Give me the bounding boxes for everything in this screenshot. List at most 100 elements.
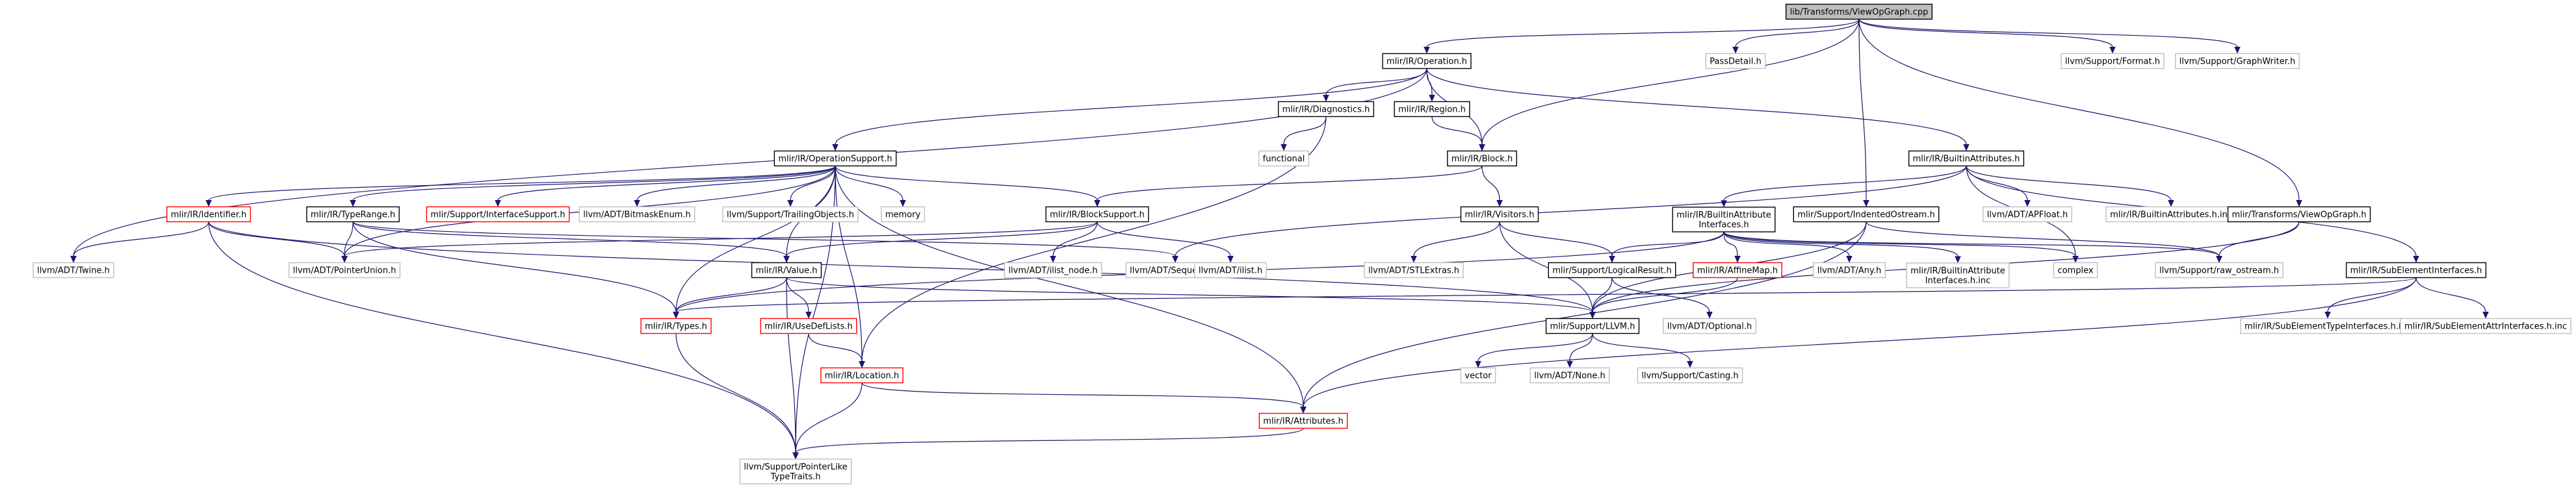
node-label: mlir/IR/BuiltinAttributes.h bbox=[1913, 155, 2020, 164]
node-blocksupport[interactable]: mlir/IR/BlockSupport.h bbox=[1045, 206, 1149, 223]
node-opsupport[interactable]: mlir/IR/OperationSupport.h bbox=[774, 150, 897, 167]
edge-blocksupport-to-listnode bbox=[1050, 221, 1098, 263]
edge-line bbox=[1723, 231, 2076, 257]
edge-line bbox=[1592, 333, 1691, 362]
node-label: llvm/ADT/Any.h bbox=[1817, 266, 1882, 276]
node-box bbox=[1693, 262, 1782, 279]
node-box bbox=[774, 150, 897, 167]
edge-affinemap-to-llvmh bbox=[1589, 277, 1738, 319]
node-ifacesupport[interactable]: mlir/Support/InterfaceSupport.h bbox=[426, 206, 570, 223]
node-llvmh[interactable]: mlir/Support/LLVM.h bbox=[1545, 318, 1640, 334]
node-box bbox=[2155, 262, 2283, 279]
node-label: llvm/Support/raw_ostream.h bbox=[2159, 266, 2279, 276]
edge-logicalresult-to-optional bbox=[1611, 277, 1713, 319]
node-box bbox=[579, 206, 696, 223]
node-format: llvm/Support/Format.h bbox=[2061, 53, 2165, 69]
arrowhead bbox=[205, 200, 212, 207]
edge-line bbox=[1097, 166, 1483, 201]
edge-line bbox=[786, 221, 1098, 257]
node-operation[interactable]: mlir/IR/Operation.h bbox=[1382, 53, 1472, 69]
node-label: memory bbox=[885, 210, 921, 220]
node-box bbox=[1258, 150, 1310, 167]
edge-line bbox=[861, 116, 1327, 362]
edge-line bbox=[1735, 19, 1860, 47]
arrowhead bbox=[1429, 95, 1435, 102]
node-rawostream: llvm/Support/raw_ostream.h bbox=[2155, 262, 2283, 279]
node-box bbox=[820, 367, 904, 384]
arrowhead bbox=[1281, 144, 1287, 151]
edge-line bbox=[835, 68, 1427, 145]
edge-line bbox=[1426, 18, 1860, 48]
edge-line bbox=[208, 165, 836, 201]
node-visitors[interactable]: mlir/IR/Visitors.h bbox=[1460, 206, 1539, 223]
edge-line bbox=[208, 221, 1593, 312]
edge-value-to-types bbox=[673, 277, 787, 319]
arrowhead bbox=[1496, 200, 1503, 207]
node-logicalresult[interactable]: mlir/Support/LogicalResult.h bbox=[1548, 262, 1676, 279]
node-viewopgraph[interactable]: mlir/Transforms/ViewOpGraph.h bbox=[2227, 206, 2371, 223]
arrowhead bbox=[1609, 256, 1615, 263]
edge-blocksupport-to-ilist bbox=[1097, 221, 1234, 263]
node-box bbox=[1460, 367, 1496, 384]
node-block[interactable]: mlir/IR/Block.h bbox=[1447, 150, 1517, 167]
node-label: llvm/Support/TrailingObjects.h bbox=[727, 210, 854, 220]
node-region[interactable]: mlir/IR/Region.h bbox=[1394, 101, 1470, 118]
edge-line bbox=[1303, 221, 1867, 407]
arrowhead bbox=[1323, 95, 1329, 102]
node-types[interactable]: mlir/IR/Types.h bbox=[640, 318, 712, 334]
edge-line bbox=[675, 277, 787, 312]
node-label: mlir/Support/LLVM.h bbox=[1550, 322, 1635, 332]
edge-line bbox=[1723, 166, 1967, 201]
node-builtinattrsinc: mlir/IR/BuiltinAttributes.h.inc bbox=[2105, 206, 2237, 223]
node-label: mlir/Support/InterfaceSupport.h bbox=[430, 210, 565, 220]
node-box bbox=[1460, 206, 1539, 223]
node-location[interactable]: mlir/IR/Location.h bbox=[820, 367, 904, 384]
node-box bbox=[1705, 53, 1766, 69]
node-subelemifaces[interactable]: mlir/IR/SubElementInterfaces.h bbox=[2345, 262, 2487, 279]
node-label: Interfaces.h bbox=[1698, 220, 1749, 230]
arrowhead bbox=[1475, 361, 1481, 368]
arrowhead bbox=[832, 144, 839, 151]
edge-line bbox=[1499, 221, 1613, 257]
node-label: mlir/IR/Diagnostics.h bbox=[1282, 105, 1370, 115]
edge-diagnostics-to-functional bbox=[1281, 116, 1327, 151]
node-identifier[interactable]: mlir/IR/Identifier.h bbox=[166, 206, 252, 223]
node-apfloat: llvm/ADT/APFloat.h bbox=[1983, 206, 2072, 223]
edge-line bbox=[208, 221, 796, 453]
node-affinemap[interactable]: mlir/IR/AffineMap.h bbox=[1693, 262, 1782, 279]
edge-opsupport-to-typerange bbox=[350, 165, 836, 207]
node-usedeflists[interactable]: mlir/IR/UseDefLists.h bbox=[760, 318, 857, 334]
arrowhead bbox=[2324, 312, 2331, 319]
node-value[interactable]: mlir/IR/Value.h bbox=[751, 262, 822, 279]
edge-root-to-passdetail bbox=[1732, 19, 1860, 54]
edge-line bbox=[786, 277, 809, 312]
node-label: mlir/IR/UseDefLists.h bbox=[764, 322, 853, 332]
edge-line bbox=[835, 166, 1098, 201]
node-diagnostics[interactable]: mlir/IR/Diagnostics.h bbox=[1277, 101, 1375, 118]
node-subelemattrinc: mlir/IR/SubElementAttrInterfaces.h.inc bbox=[2400, 318, 2571, 334]
edges-layer bbox=[70, 18, 2489, 460]
arrowhead bbox=[1963, 144, 1970, 151]
edge-operation-to-opsupport bbox=[832, 68, 1427, 151]
edge-line bbox=[1858, 19, 1867, 201]
edge-line bbox=[1592, 277, 1613, 312]
edge-operation-to-diagnostics bbox=[1323, 68, 1427, 102]
node-typerange[interactable]: mlir/IR/TypeRange.h bbox=[306, 206, 400, 223]
arrowhead bbox=[1687, 361, 1693, 368]
node-label: mlir/IR/Identifier.h bbox=[171, 210, 247, 220]
arrowhead bbox=[634, 200, 640, 207]
node-box bbox=[1394, 101, 1470, 118]
node-builtinattrs[interactable]: mlir/IR/BuiltinAttributes.h bbox=[1908, 150, 2025, 167]
edge-line bbox=[790, 166, 836, 201]
arrowhead bbox=[1955, 256, 1961, 264]
node-root[interactable]: lib/Transforms/ViewOpGraph.cpp bbox=[1785, 3, 1933, 20]
node-attributes[interactable]: mlir/IR/Attributes.h bbox=[1258, 412, 1348, 429]
node-label: mlir/IR/BuiltinAttribute bbox=[1910, 266, 2005, 276]
node-box bbox=[1004, 262, 1102, 279]
edge-root-to-operation bbox=[1424, 18, 1860, 54]
node-box bbox=[2175, 53, 2300, 69]
node-box bbox=[33, 262, 114, 279]
node-indentedos[interactable]: mlir/Support/IndentedOstream.h bbox=[1793, 206, 1940, 223]
edge-opsupport-to-bitmaskenum bbox=[634, 166, 836, 207]
